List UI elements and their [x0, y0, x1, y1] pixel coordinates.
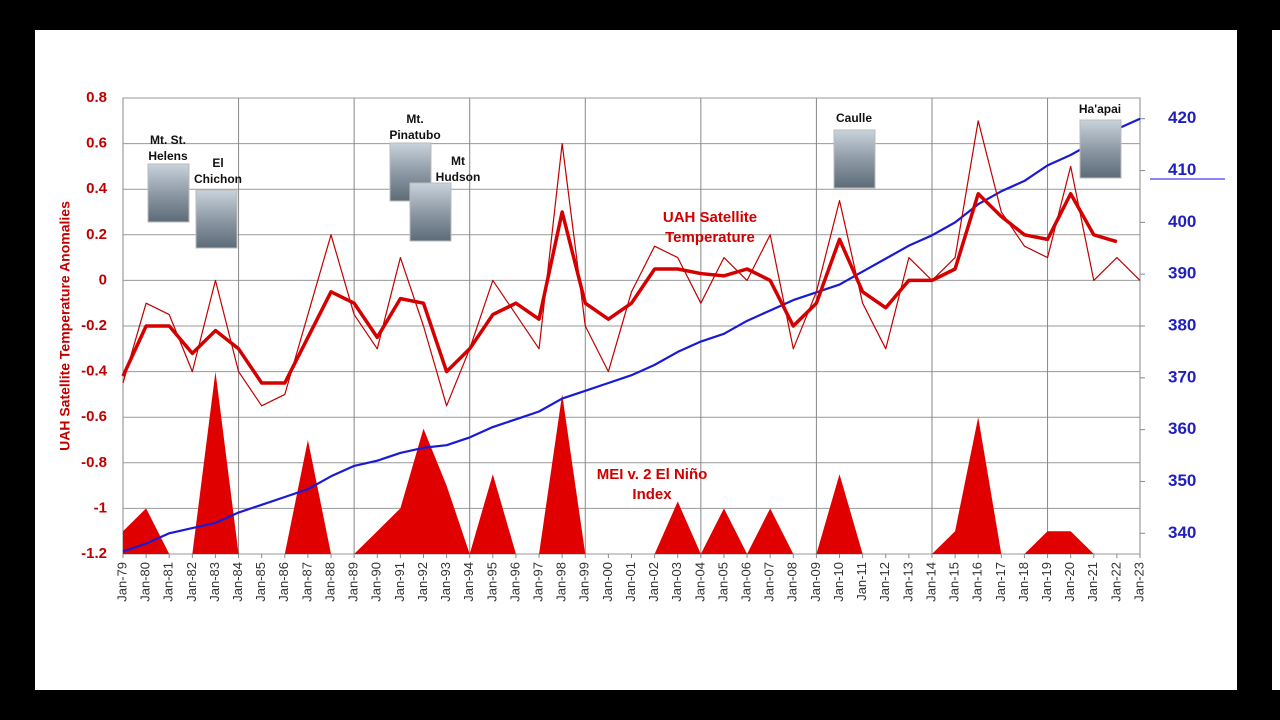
y-tick-label: 0.6 [86, 135, 107, 152]
x-tick-label: Jan-88 [322, 562, 337, 602]
x-tick-label: Jan-99 [577, 562, 592, 602]
x-tick-label: Jan-02 [646, 562, 661, 602]
x-tick-label: Jan-01 [623, 562, 638, 602]
x-tick-label: Jan-92 [415, 562, 430, 602]
annotation: El Chichon [194, 156, 242, 186]
x-tick-label: Jan-10 [831, 562, 846, 602]
y-tick-label: -1.2 [81, 545, 107, 562]
x-tick-label: Jan-89 [346, 562, 361, 602]
temperature-line [121, 192, 1118, 385]
x-tick-label: Jan-13 [900, 562, 915, 602]
x-tick-label: Jan-93 [438, 562, 453, 602]
x-tick-label: Jan-09 [808, 562, 823, 602]
y2-tick-label: 350 [1168, 471, 1196, 490]
x-tick-label: Jan-80 [138, 562, 153, 602]
x-tick-label: Jan-00 [600, 562, 615, 602]
x-tick-label: Jan-84 [230, 562, 245, 602]
y2-tick-label: 370 [1168, 367, 1196, 386]
x-tick-label: Jan-12 [877, 562, 892, 602]
y2-tick-label: 340 [1168, 523, 1196, 542]
volcano-image [833, 129, 876, 189]
annotation: Mt. St. Helens [148, 133, 188, 163]
x-tick-label: Jan-85 [253, 562, 268, 602]
y-tick-label: -0.8 [81, 454, 107, 471]
annotation: MEI v. 2 El Niño Index [597, 466, 708, 503]
annotation: Mt Hudson [436, 154, 481, 184]
y-tick-label: -1 [94, 499, 107, 516]
y2-tick-label: 410 [1168, 160, 1196, 179]
x-tick-label: Jan-83 [207, 562, 222, 602]
x-tick-label: Jan-19 [1039, 562, 1054, 602]
x-tick-label: Jan-16 [970, 562, 985, 602]
x-tick-label: Jan-18 [1016, 562, 1031, 602]
y2-tick-label: 390 [1168, 264, 1196, 283]
y2-tick-label: 420 [1168, 108, 1196, 127]
x-tick-label: Jan-07 [762, 562, 777, 602]
x-tick-label: Jan-86 [276, 562, 291, 602]
x-tick-label: Jan-11 [854, 562, 869, 601]
x-tick-label: Jan-97 [530, 562, 545, 602]
annotation: Ha'apai [1079, 102, 1121, 116]
co2-line [122, 117, 1141, 553]
x-tick-label: Jan-90 [369, 562, 384, 602]
volcano-image [1079, 119, 1122, 179]
annotation: UAH Satellite Temperature [663, 209, 757, 246]
y-tick-label: -0.6 [81, 408, 107, 425]
y-tick-label: 0 [99, 271, 107, 288]
x-tick-label: Jan-23 [1131, 562, 1146, 602]
x-tick-label: Jan-22 [1108, 562, 1123, 602]
volcano-image [147, 163, 190, 223]
x-tick-label: Jan-95 [484, 562, 499, 602]
x-tick-label: Jan-21 [1085, 562, 1100, 602]
x-tick-label: Jan-03 [669, 562, 684, 602]
x-tick-label: Jan-05 [715, 562, 730, 602]
x-tick-label: Jan-06 [739, 562, 754, 602]
x-tick-label: Jan-17 [993, 562, 1008, 602]
volcano-image [409, 182, 452, 242]
x-tick-label: Jan-79 [114, 562, 129, 602]
x-tick-label: Jan-87 [299, 562, 314, 602]
y2-tick-label: 400 [1168, 212, 1196, 231]
x-tick-label: Jan-98 [554, 562, 569, 602]
y-tick-label: -0.4 [81, 363, 108, 380]
mei-area [123, 371, 1140, 554]
x-tick-label: Jan-81 [161, 562, 176, 602]
x-tick-label: Jan-04 [692, 562, 707, 602]
y2-tick-label: 360 [1168, 419, 1196, 438]
y-axis-label: UAH Satellite Temperature Anomalies [57, 201, 73, 451]
x-tick-label: Jan-08 [785, 562, 800, 602]
x-tick-label: Jan-94 [461, 562, 476, 602]
annotation: Mt. Pinatubo [389, 112, 440, 142]
x-tick-label: Jan-20 [1062, 562, 1077, 602]
y-tick-label: 0.2 [86, 226, 107, 243]
x-tick-label: Jan-15 [947, 562, 962, 602]
y2-tick-label: 380 [1168, 315, 1196, 334]
y-tick-label: 0.4 [86, 180, 108, 197]
x-tick-label: Jan-82 [184, 562, 199, 602]
annotation: Caulle [836, 111, 872, 125]
y-tick-label: 0.8 [86, 89, 107, 106]
y-tick-label: -0.2 [81, 317, 107, 334]
x-tick-label: Jan-96 [507, 562, 522, 602]
x-tick-label: Jan-14 [923, 562, 938, 602]
volcano-image [195, 189, 238, 249]
edge-strip [1272, 30, 1280, 690]
x-tick-label: Jan-91 [392, 562, 407, 602]
